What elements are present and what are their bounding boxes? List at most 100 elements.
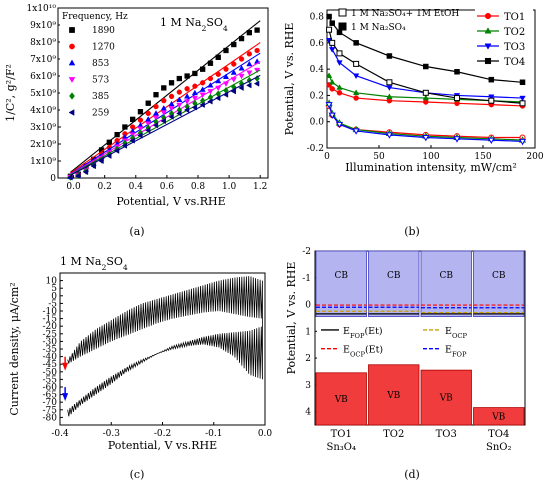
y-tick-label: 9x10⁹ (30, 21, 56, 31)
data-point (130, 116, 136, 122)
data-point (168, 100, 175, 107)
y-tick-label: -55 (43, 375, 58, 385)
y-tick-label: 10 (46, 277, 58, 287)
data-point (326, 26, 333, 33)
level-legend: EFOP(Et) EOCP EOCP(Et) EFOP (317, 320, 523, 360)
y-tick-label: -2 (302, 247, 311, 257)
cb-label: CB (387, 271, 401, 281)
y-tick-label: 6x10⁹ (30, 72, 56, 82)
x-tick-label: 150 (474, 152, 491, 162)
data-point (336, 84, 343, 90)
legend-marker (68, 109, 75, 116)
data-point (168, 93, 175, 100)
y-tick-label: 0 (305, 301, 311, 311)
chart-annotation: 1 M Na2SO4 (60, 255, 128, 272)
data-point (176, 102, 183, 109)
x-axis-label: Potential, V vs.RHE (116, 195, 225, 208)
y-tick-label: 2x10⁹ (30, 140, 56, 150)
data-point (184, 86, 190, 92)
data-point (488, 97, 495, 104)
y-tick-label: -40 (43, 353, 58, 363)
data-point (238, 73, 245, 80)
legend-samples: TO1 TO2 TO3 TO4 (475, 8, 533, 70)
legend-entry: TO1 (504, 12, 525, 23)
y-tick-label: 5 (51, 284, 57, 294)
fit-line (70, 52, 261, 175)
legend-entry: EFOP(Et) (343, 326, 383, 340)
chart-c: -0.4 -0.3 -0.2 -0.1 0.0-80-75-70-65-60-55-50… (8, 255, 272, 481)
data-point (518, 138, 527, 146)
category-sublabel: Sn₃O₄ (326, 442, 356, 453)
data-point (336, 50, 343, 57)
legend-entry: TO3 (504, 42, 525, 53)
data-point (329, 47, 336, 53)
data-point (176, 89, 182, 95)
vb-bar (315, 372, 367, 426)
data-point (386, 85, 393, 91)
data-point (325, 102, 333, 109)
data-point (145, 121, 152, 127)
y-tick-label: 0.2 (310, 91, 324, 101)
x-tick-label: 0.0 (66, 182, 81, 192)
cb-label: CB (335, 271, 349, 281)
x-tick-label: 100 (422, 152, 439, 162)
data-point (353, 60, 360, 67)
category-label: TO4 (488, 429, 509, 440)
data-point (253, 80, 260, 87)
series-TO3-EtOH (325, 102, 527, 146)
data-point (335, 121, 344, 129)
legend-entry: 1 M Na₂SO₄ (351, 23, 406, 33)
data-point (254, 47, 260, 54)
y-tick-label: -80 (43, 413, 58, 423)
y-tick-label: 4x10⁹ (30, 106, 56, 116)
data-point (222, 73, 230, 80)
data-point (144, 127, 151, 134)
data-point (160, 105, 167, 111)
data-point (238, 56, 245, 62)
data-point (246, 60, 253, 67)
data-point (246, 30, 252, 36)
data-point (137, 132, 143, 139)
data-point (422, 94, 429, 101)
data-point (74, 172, 81, 180)
legend-electrolyte: 1 M Na₂SO₄+ 1M EtOH 1 M Na₂SO₄ (338, 8, 459, 33)
data-point (160, 110, 167, 116)
data-point (325, 72, 333, 78)
y-axis-label: Current density, μA/cm² (8, 282, 21, 415)
y-tick-label: 7x10⁹ (30, 55, 56, 65)
x-tick-label: 0.4 (129, 182, 144, 192)
y-tick-label: 3x10⁹ (30, 123, 56, 133)
y-axis-label: Potential, V vs. RHE (285, 262, 298, 375)
x-tick-label: -0.1 (205, 429, 222, 439)
cb-bar (420, 250, 472, 317)
y-tick-label: -30 (43, 337, 58, 347)
legend-marker (69, 27, 75, 33)
cb-label: CB (440, 271, 454, 281)
x-tick-label: -0.4 (51, 429, 69, 439)
level-E_FOP (316, 306, 524, 309)
x-tick-label: 0.2 (98, 182, 112, 192)
data-point (386, 93, 393, 99)
panel-label: (a) (129, 225, 144, 238)
y-tick-label: -45 (43, 360, 58, 370)
vb-label: VB (439, 394, 453, 404)
legend-marker (484, 27, 492, 34)
category-label: TO1 (331, 429, 352, 440)
legend-marker (484, 43, 492, 50)
y-tick-label: 1x10¹⁰ (27, 4, 57, 14)
data-point (106, 139, 112, 145)
data-point (519, 100, 526, 107)
data-point (519, 95, 526, 102)
vb-bar (368, 364, 420, 426)
data-point (353, 95, 359, 101)
data-point (184, 93, 191, 99)
y-tick-label: -60 (43, 383, 58, 393)
data-point (183, 106, 190, 114)
legend: Frequency, Hz 1890 1270 853 573 385 259 (60, 9, 130, 119)
y-tick-label: 0.0 (310, 118, 325, 128)
x-tick-label: -0.3 (103, 429, 121, 439)
data-point (246, 82, 252, 89)
category-label: TO3 (436, 429, 457, 440)
y-tick-label: 5x10⁹ (30, 89, 56, 99)
data-point (168, 113, 174, 120)
